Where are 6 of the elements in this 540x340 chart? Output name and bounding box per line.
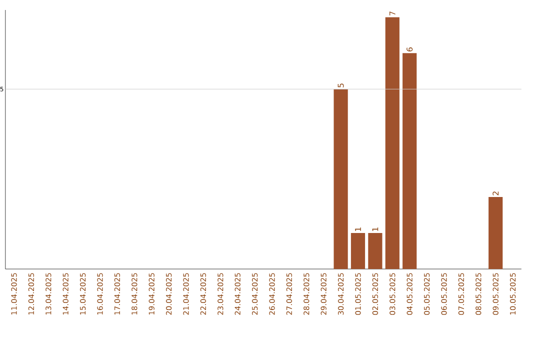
bar [385,17,400,269]
bar [368,233,382,269]
bar [334,89,348,269]
bar [402,53,417,269]
bar [488,197,503,269]
bar [350,233,366,269]
